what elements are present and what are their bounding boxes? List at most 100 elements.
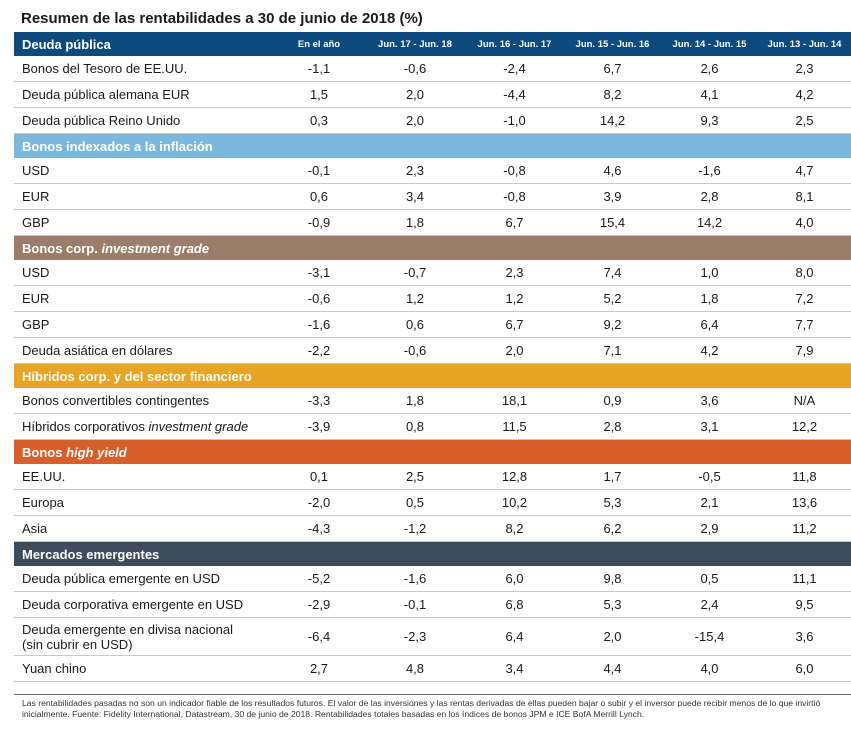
row-label-text: GBP: [22, 317, 49, 332]
value-cell: 6,8: [505, 597, 524, 612]
table-row: Bonos convertibles contingentes -3,3 1,8 18…: [14, 388, 851, 414]
value-cell: -5,2: [307, 571, 331, 586]
row-label: Deuda asiática en dólares: [22, 338, 292, 363]
value-cell: 0,6: [405, 317, 425, 332]
table-row: GBP -0,9 1,8 6,7 15,4 14,2 4,0: [14, 210, 851, 236]
value-cell: -4,4: [503, 87, 526, 102]
column-header: Jun. 17 - Jun. 18: [378, 38, 452, 50]
value-cell: 2,9: [700, 521, 719, 536]
row-label: USD: [22, 260, 292, 285]
row-label: Deuda corporativa emergente en USD: [22, 592, 292, 617]
table-row: EUR 0,6 3,4 -0,8 3,9 2,8 8,1: [14, 184, 851, 210]
section-title: Bonos high yield: [22, 440, 292, 464]
value-cell: 6,7: [505, 215, 524, 230]
row-label-line: USD: [22, 265, 50, 280]
value-cell: 14,2: [696, 215, 723, 230]
value-cell: 2,7: [309, 661, 329, 676]
value-cell: 2,0: [405, 113, 425, 128]
row-label-text: EUR: [22, 189, 49, 204]
row-label-text: Bonos convertibles contingentes: [22, 393, 209, 408]
row-label-text: USD: [22, 163, 49, 178]
value-cell: 0,3: [309, 113, 329, 128]
value-cell: 0,9: [603, 393, 622, 408]
row-label-line: EUR: [22, 291, 50, 306]
row-label-text: Deuda pública emergente en USD: [22, 571, 220, 586]
value-cell: 2,5: [795, 113, 814, 128]
value-cell: 6,4: [700, 317, 719, 332]
value-cell: 8,2: [505, 521, 524, 536]
value-cell: -15,4: [694, 629, 725, 644]
value-cell: 2,1: [700, 495, 719, 510]
table-row: Deuda pública alemana EUR 1,5 2,0 -4,4 8,2 4,…: [14, 82, 851, 108]
section-header: Deuda pública En el año Jun. 17 - Jun. 18 J…: [14, 32, 851, 56]
value-cell: -0,6: [403, 343, 427, 358]
section-title-text: Deuda pública: [22, 36, 111, 52]
row-label-italic: investment grade: [148, 419, 249, 434]
value-cell: 2,0: [405, 87, 425, 102]
value-cell: 7,9: [795, 343, 814, 358]
section-header: Bonos indexados a la inflación: [14, 134, 851, 158]
table-row: Bonos del Tesoro de EE.UU. -1,1 -0,6 -2,4 6,…: [14, 56, 851, 82]
section-title-text: Bonos corp.: [22, 240, 102, 256]
row-label-text: Deuda asiática en dólares: [22, 343, 172, 358]
row-label-text: Asia: [22, 521, 47, 536]
value-cell: 3,6: [700, 393, 719, 408]
value-cell: 1,2: [405, 291, 425, 306]
value-cell: -1,6: [403, 571, 427, 586]
section-title: Deuda pública: [22, 32, 292, 56]
value-cell: 4,0: [700, 661, 719, 676]
value-cell: 1,5: [309, 87, 329, 102]
value-cell: 2,6: [700, 61, 719, 76]
row-label-text: USD: [22, 265, 49, 280]
row-label-line: Híbridos corporativos: [22, 419, 149, 434]
value-cell: -0,8: [503, 163, 526, 178]
section-title: Híbridos corp. y del sector financiero: [22, 364, 292, 388]
section-title: Bonos indexados a la inflación: [22, 134, 292, 158]
table-row: USD -0,1 2,3 -0,8 4,6 -1,6 4,7: [14, 158, 851, 184]
value-cell: 7,4: [603, 265, 622, 280]
value-cell: 0,6: [309, 189, 329, 204]
value-cell: -2,9: [307, 597, 331, 612]
row-label-line: Asia: [22, 521, 48, 536]
table-row: Deuda corporativa emergente en USD -2,9 -0…: [14, 592, 851, 618]
row-label-text: Deuda corporativa emergente en USD: [22, 597, 243, 612]
value-cell: 1,8: [405, 393, 425, 408]
value-cell: 9,2: [603, 317, 622, 332]
row-label-text: EUR: [22, 291, 49, 306]
value-cell: -0,6: [403, 61, 427, 76]
value-cell: 3,9: [603, 189, 622, 204]
value-cell: 7,2: [795, 291, 814, 306]
row-label: Deuda pública alemana EUR: [22, 82, 292, 107]
value-cell: 9,3: [700, 113, 719, 128]
value-cell: 10,2: [501, 495, 528, 510]
value-cell: 13,6: [791, 495, 818, 510]
value-cell: -2,3: [403, 629, 427, 644]
value-cell: 12,8: [501, 469, 528, 484]
row-label-text: EE.UU.: [22, 469, 65, 484]
row-label-line: Deuda pública emergente en USD: [22, 571, 221, 586]
value-cell: 12,2: [791, 419, 818, 434]
row-label: Asia: [22, 516, 292, 541]
value-cell: 6,0: [795, 661, 814, 676]
table-row: GBP -1,6 0,6 6,7 9,2 6,4 7,7: [14, 312, 851, 338]
table-row: Europa -2,0 0,5 10,2 5,3 2,1 13,6: [14, 490, 851, 516]
row-label-text: Bonos del Tesoro de EE.UU.: [22, 61, 187, 76]
value-cell: 0,5: [700, 571, 719, 586]
row-label-line: Deuda emergente en divisa nacional: [22, 621, 234, 637]
row-label-line: GBP: [22, 215, 50, 230]
column-header: Jun. 16 - Jun. 17: [477, 38, 552, 50]
row-label-line: EE.UU.: [22, 469, 66, 484]
value-cell: 8,0: [795, 265, 814, 280]
row-label-line-2: (sin cubrir en USD): [22, 636, 133, 652]
value-cell: 6,2: [603, 521, 622, 536]
row-label: Deuda emergente en divisa nacional (sin c…: [22, 618, 292, 655]
value-cell: 3,4: [505, 661, 524, 676]
value-cell: 6,0: [505, 571, 524, 586]
value-cell: 9,8: [603, 571, 622, 586]
value-cell: 1,2: [505, 291, 524, 306]
row-label: Europa: [22, 490, 292, 515]
value-cell: 2,3: [405, 163, 425, 178]
value-cell: 7,7: [795, 317, 814, 332]
value-cell: -1,6: [698, 163, 721, 178]
value-cell: -0,7: [403, 265, 427, 280]
